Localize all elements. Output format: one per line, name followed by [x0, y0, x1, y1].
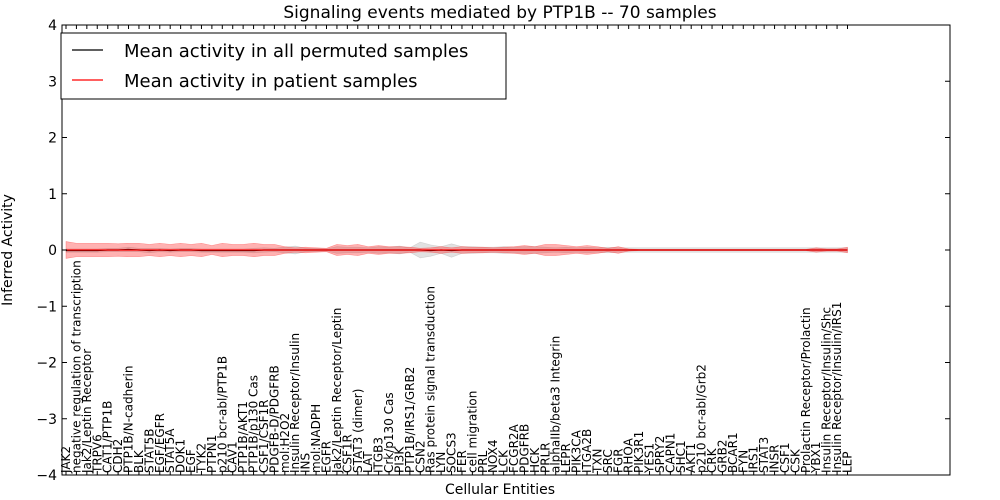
x-tick-label: p210 bcr-abl/PTP1B [215, 356, 229, 473]
x-tick-label: CDH2 [111, 439, 125, 473]
x-tick-label: SRC [601, 449, 615, 473]
x-tick-label: Jak2/Leptin Receptor [80, 349, 94, 474]
x-tick-label: LEPR [559, 443, 573, 473]
x-tick-label: NOX4 [486, 439, 500, 473]
y-tick-label: 1 [48, 187, 57, 203]
x-tick-label: RHOA [622, 437, 636, 473]
x-tick-label: INSR [768, 445, 782, 473]
x-tick-label: LAT [361, 451, 375, 473]
y-tick-label: −4 [36, 468, 57, 484]
x-tick-label: negative regulation of transcription [69, 260, 83, 473]
chart-title: Signaling events mediated by PTP1B -- 70… [283, 3, 716, 23]
x-axis-label: Cellular Entities [445, 482, 555, 498]
x-tick-label: PDGFB-D/PDGFRB [267, 365, 281, 473]
x-tick-label: IRS1 [747, 446, 761, 473]
x-tick-label: CSF1R [340, 434, 354, 473]
x-tick-label: INS [299, 453, 313, 473]
y-tick-label: 0 [48, 243, 57, 259]
x-tick-label: FCGR2A [507, 423, 521, 473]
x-tick-label: Crk/p130 Cas [382, 392, 396, 473]
x-tick-label: p210 bcr-abl/Grb2 [695, 364, 709, 473]
x-tick-label: PIK3CA [570, 429, 584, 473]
x-tick-label: YBX1 [809, 442, 823, 474]
x-tick-label: AKT1 [684, 443, 698, 473]
x-tick-label: STAT5A [163, 428, 177, 473]
y-tick-label: −1 [36, 299, 57, 315]
x-tick-label: TYK2 [194, 443, 208, 474]
x-tick-label: EGF [184, 449, 198, 473]
x-tick-label: Jak2/Leptin Receptor/Leptin [330, 308, 344, 474]
x-tick-label: PTPN1 [205, 435, 219, 473]
x-tick-label: CSN2 [413, 440, 427, 473]
legend-label-permuted: Mean activity in all permuted samples [124, 41, 468, 62]
y-tick-label: 4 [48, 18, 57, 34]
x-tick-label: PTP1B/AKT1 [236, 401, 250, 473]
x-tick-label: CRK [705, 447, 719, 473]
x-tick-label: SOCS3 [445, 432, 459, 473]
y-axis-label: Inferred Activity [0, 194, 16, 306]
x-tick-label: STAT5B [142, 429, 156, 474]
x-tick-label: LCK [497, 449, 511, 473]
x-tick-label: PTP1B/p130 Cas [247, 375, 261, 473]
y-tick-label: −2 [36, 356, 57, 372]
x-tick-label: PDGFRB [517, 424, 531, 473]
x-tick-label: FGR [611, 448, 625, 473]
x-tick-label: YES1 [643, 443, 657, 474]
x-tick-label: DOK1 [174, 439, 188, 473]
x-tick-label: BCAR1 [726, 432, 740, 473]
x-tick-label: Ras protein signal transduction [424, 286, 438, 473]
x-tick-label: JAK2 [59, 446, 73, 474]
x-tick-label: STAT3 [757, 437, 771, 473]
x-tick-label: cell migration [465, 391, 479, 473]
legend: Mean activity in all permuted samples Me… [60, 32, 507, 100]
x-tick-label: PRLR [538, 442, 552, 473]
y-tick-label: −3 [36, 412, 57, 428]
x-tick-label: ITGA2B [580, 429, 594, 473]
x-tick-label: TXN [590, 448, 604, 474]
x-tick-label: TRPV6 [90, 434, 104, 474]
x-tick-label: PTP1B/N-cadherin [122, 366, 136, 473]
x-tick-label: STAT3 (dimer) [351, 389, 365, 473]
x-tick-label: CSF1/CSF1R [257, 400, 271, 473]
x-tick-label: CSF1 [778, 442, 792, 473]
x-tick-label: CSK [788, 448, 802, 473]
x-tick-label: SHC1 [674, 440, 688, 473]
x-tick-label: LEP [841, 451, 855, 473]
x-tick-label: SPRY2 [653, 436, 667, 473]
x-tick-label: BLK [132, 449, 146, 473]
x-tick-label: ITGB3 [372, 437, 386, 473]
x-tick-label: LYN [434, 452, 448, 473]
x-tick-label: FYN [736, 450, 750, 473]
x-tick-label: CAV1 [226, 441, 240, 473]
x-tick-label: alphaIIb/beta3 Integrin [549, 336, 563, 473]
x-tick-label: PTP1B/IRS1/GRB2 [403, 367, 417, 473]
x-tick-label: FER [455, 450, 469, 473]
x-tick-label: Insulin Receptor/Insulin/Shc [820, 307, 834, 473]
x-tick-label: PI3K [392, 446, 406, 473]
y-tick-label: 2 [48, 131, 57, 147]
x-tick-label: HCK [528, 447, 542, 473]
x-tick-label: Prolactin Receptor/Prolactin [799, 307, 813, 473]
y-tick-label: 3 [48, 74, 57, 90]
legend-box [60, 32, 507, 100]
x-tick-label: Insulin Receptor/Insulin/IRS1 [830, 302, 844, 473]
x-tick-label: PRL [476, 450, 490, 473]
x-tick-label: mol:NADPH [309, 404, 323, 473]
x-tick-label: CAPN1 [663, 433, 677, 473]
x-tick-label: PIK3R1 [632, 431, 646, 473]
x-tick-label: EGFR [320, 441, 334, 473]
x-tick-label: GRB2 [715, 439, 729, 473]
x-tick-label: CAT1/PTP1B [101, 401, 115, 473]
legend-label-patient: Mean activity in patient samples [124, 71, 418, 92]
x-tick-label: Insulin Receptor/Insulin [288, 333, 302, 473]
x-tick-label: EGF/EGFR [153, 413, 167, 473]
x-tick-label: mol:H2O2 [278, 413, 292, 473]
